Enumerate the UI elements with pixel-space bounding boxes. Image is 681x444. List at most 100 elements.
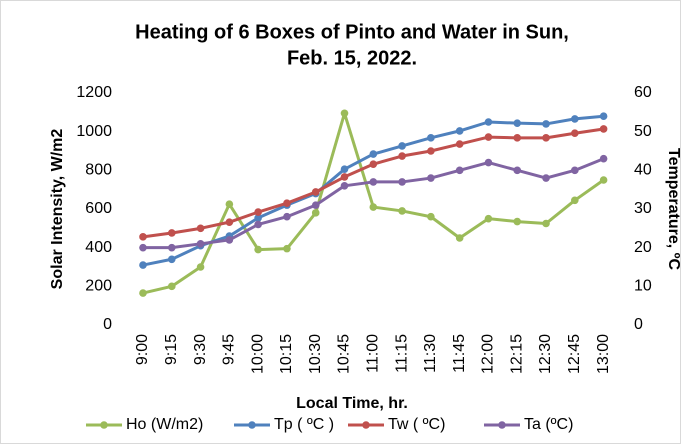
x-tick-label: 10:15: [278, 334, 295, 374]
series-marker: [398, 152, 406, 160]
legend-marker: [100, 421, 108, 429]
y2-axis-title: Temperature, ºC: [665, 148, 681, 270]
series-marker: [311, 209, 320, 217]
series-marker: [311, 188, 320, 196]
series-marker: [139, 233, 147, 241]
series-marker: [167, 255, 176, 264]
chart-title: Heating of 6 Boxes of Pinto and Water in…: [135, 21, 569, 43]
series-marker: [167, 243, 176, 252]
series-marker: [427, 134, 435, 142]
series-marker: [139, 289, 147, 297]
x-tick-label: 10:00: [249, 334, 266, 374]
y-tick-label: 400: [85, 239, 112, 256]
series-marker: [167, 282, 176, 291]
series-marker: [283, 199, 291, 207]
x-tick-label: 10:45: [336, 334, 353, 374]
legend-marker: [248, 421, 256, 429]
series-marker: [225, 200, 234, 208]
series-marker: [542, 219, 550, 228]
series-marker: [513, 119, 522, 127]
series-marker: [542, 134, 550, 142]
y-tick-label: 800: [85, 162, 112, 179]
series-marker: [599, 154, 608, 163]
x-tick-label: 11:30: [422, 334, 439, 373]
series-marker: [340, 109, 349, 118]
series-marker: [139, 243, 147, 252]
series-marker: [283, 212, 291, 221]
series-marker: [254, 214, 262, 222]
x-tick-label: 9:45: [221, 334, 238, 365]
legend-marker: [498, 421, 506, 429]
series-marker: [398, 178, 406, 186]
series-marker: [427, 212, 435, 221]
x-tick-label: 12:45: [566, 334, 583, 374]
y2-tick-label: 10: [634, 278, 652, 295]
y2-tick-label: 0: [634, 316, 643, 333]
series-marker: [196, 240, 205, 248]
series-marker: [283, 244, 291, 253]
y-tick-label: 200: [85, 278, 112, 295]
series-marker: [571, 166, 579, 175]
series-marker: [599, 112, 608, 120]
series-marker: [542, 174, 550, 182]
y2-tick-label: 50: [634, 123, 652, 140]
legend-label: Tp ( ºC ): [274, 416, 334, 433]
series-marker: [455, 140, 464, 148]
series-marker: [254, 220, 262, 229]
y-tick-label: 0: [103, 316, 112, 333]
x-tick-label: 11:45: [451, 334, 468, 373]
x-tick-label: 12:30: [537, 334, 554, 374]
x-tick-label: 10:30: [307, 334, 324, 374]
series-marker: [455, 127, 464, 135]
series-marker: [513, 166, 522, 175]
y2-tick-label: 30: [634, 200, 652, 217]
series-marker: [513, 217, 522, 226]
series-marker: [369, 160, 378, 168]
y-tick-label: 1200: [76, 84, 112, 101]
series-marker: [225, 218, 234, 226]
series-marker: [369, 203, 378, 211]
series-marker: [196, 263, 205, 271]
series-marker: [139, 261, 147, 269]
series-marker: [571, 129, 579, 138]
series-marker: [167, 229, 176, 237]
series-marker: [254, 208, 262, 216]
y-tick-label: 600: [85, 200, 112, 217]
series-marker: [311, 201, 320, 209]
y-axis-title: Solar Intensity, W/m2: [49, 129, 66, 290]
y2-tick-label: 60: [634, 84, 652, 101]
series-marker: [369, 178, 378, 186]
series-marker: [484, 158, 493, 167]
x-tick-label: 12:00: [480, 334, 497, 374]
series-marker: [455, 234, 464, 242]
series-marker: [398, 207, 406, 215]
series-marker: [398, 142, 406, 150]
series-marker: [484, 133, 493, 141]
y2-tick-label: 40: [634, 162, 652, 179]
series-marker: [340, 182, 349, 190]
legend-label: Tw ( ºC): [388, 416, 445, 433]
chart-title: Feb. 15, 2022.: [287, 47, 417, 69]
series-marker: [571, 196, 579, 205]
series-marker: [340, 173, 349, 181]
y2-tick-label: 20: [634, 239, 652, 256]
series-marker: [196, 224, 205, 233]
x-tick-label: 9:30: [192, 334, 209, 365]
series-marker: [484, 118, 493, 126]
series-marker: [225, 236, 234, 244]
series-marker: [369, 150, 378, 158]
series-marker: [513, 134, 522, 142]
legend-label: Ta (ºC): [524, 416, 573, 433]
series-marker: [571, 115, 579, 123]
legend-marker: [362, 421, 370, 429]
x-tick-label: 12:15: [508, 334, 525, 374]
legend-label: Ho (W/m2): [126, 416, 203, 433]
y-tick-label: 1000: [76, 123, 112, 140]
series-marker: [427, 174, 435, 182]
series-marker: [542, 120, 550, 128]
series-marker: [455, 166, 464, 175]
series-marker: [484, 214, 493, 223]
series-marker: [254, 245, 262, 254]
